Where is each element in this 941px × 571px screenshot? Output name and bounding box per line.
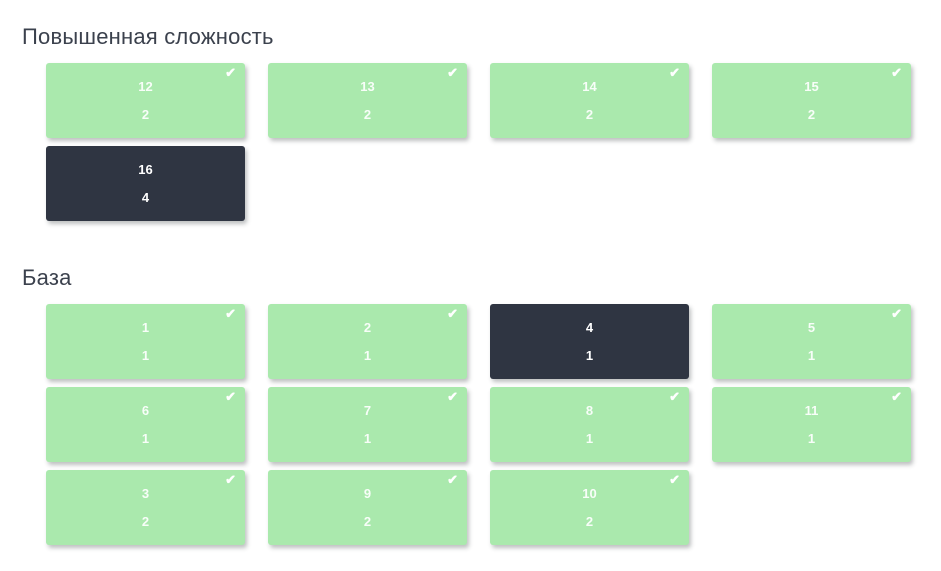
task-card[interactable]: ✔ 11 1 bbox=[712, 387, 911, 462]
task-count: 1 bbox=[363, 430, 372, 446]
card-grid: ✔ 1 1 ✔ 2 1 4 1 ✔ 5 1 ✔ 6 1 bbox=[46, 304, 941, 545]
check-icon: ✔ bbox=[891, 65, 902, 80]
check-icon: ✔ bbox=[447, 472, 458, 487]
task-number: 7 bbox=[363, 403, 372, 419]
task-count: 1 bbox=[141, 430, 150, 446]
task-card[interactable]: ✔ 15 2 bbox=[712, 63, 911, 138]
task-card[interactable]: ✔ 5 1 bbox=[712, 304, 911, 379]
task-card[interactable]: ✔ 7 1 bbox=[268, 387, 467, 462]
task-number: 5 bbox=[807, 320, 816, 336]
task-count: 2 bbox=[141, 106, 150, 122]
task-number: 15 bbox=[804, 79, 819, 95]
task-count: 2 bbox=[141, 513, 150, 529]
task-card[interactable]: 4 1 bbox=[490, 304, 689, 379]
task-number: 13 bbox=[360, 79, 375, 95]
check-icon: ✔ bbox=[447, 306, 458, 321]
task-number: 3 bbox=[141, 486, 150, 502]
task-number: 10 bbox=[582, 486, 597, 502]
page: Повышенная сложность ✔ 12 2 ✔ 13 2 ✔ 14 … bbox=[22, 24, 941, 545]
task-card[interactable]: ✔ 3 2 bbox=[46, 470, 245, 545]
section-title: База bbox=[22, 265, 72, 290]
task-number: 2 bbox=[363, 320, 372, 336]
check-icon: ✔ bbox=[225, 65, 236, 80]
task-count: 1 bbox=[585, 430, 594, 446]
task-count: 2 bbox=[585, 106, 594, 122]
task-number: 1 bbox=[141, 320, 150, 336]
task-card[interactable]: ✔ 9 2 bbox=[268, 470, 467, 545]
task-card[interactable]: ✔ 14 2 bbox=[490, 63, 689, 138]
task-card[interactable]: ✔ 8 1 bbox=[490, 387, 689, 462]
check-icon: ✔ bbox=[891, 389, 902, 404]
check-icon: ✔ bbox=[447, 65, 458, 80]
task-count: 1 bbox=[807, 430, 816, 446]
task-number: 16 bbox=[138, 162, 153, 178]
task-number: 14 bbox=[582, 79, 597, 95]
task-number: 4 bbox=[585, 320, 594, 336]
task-card[interactable]: ✔ 6 1 bbox=[46, 387, 245, 462]
section-advanced: Повышенная сложность ✔ 12 2 ✔ 13 2 ✔ 14 … bbox=[22, 24, 941, 221]
task-number: 8 bbox=[585, 403, 594, 419]
task-count: 1 bbox=[141, 347, 150, 363]
task-number: 6 bbox=[141, 403, 150, 419]
check-icon: ✔ bbox=[891, 306, 902, 321]
task-card[interactable]: ✔ 12 2 bbox=[46, 63, 245, 138]
task-count: 2 bbox=[807, 106, 816, 122]
task-count: 1 bbox=[807, 347, 816, 363]
task-number: 11 bbox=[804, 403, 819, 419]
task-card[interactable]: ✔ 1 1 bbox=[46, 304, 245, 379]
task-count: 2 bbox=[585, 513, 594, 529]
task-count: 1 bbox=[585, 347, 594, 363]
check-icon: ✔ bbox=[669, 65, 680, 80]
task-number: 9 bbox=[363, 486, 372, 502]
section-title: Повышенная сложность bbox=[22, 24, 274, 49]
task-card[interactable]: ✔ 13 2 bbox=[268, 63, 467, 138]
task-count: 2 bbox=[363, 513, 372, 529]
task-card[interactable]: ✔ 2 1 bbox=[268, 304, 467, 379]
task-number: 12 bbox=[138, 79, 153, 95]
task-card[interactable]: ✔ 10 2 bbox=[490, 470, 689, 545]
check-icon: ✔ bbox=[225, 472, 236, 487]
task-count: 4 bbox=[141, 189, 150, 205]
check-icon: ✔ bbox=[669, 472, 680, 487]
check-icon: ✔ bbox=[447, 389, 458, 404]
task-count: 2 bbox=[363, 106, 372, 122]
check-icon: ✔ bbox=[225, 306, 236, 321]
section-base: База ✔ 1 1 ✔ 2 1 4 1 ✔ 5 1 ✔ bbox=[22, 265, 941, 545]
check-icon: ✔ bbox=[669, 389, 680, 404]
task-card[interactable]: 16 4 bbox=[46, 146, 245, 221]
task-count: 1 bbox=[363, 347, 372, 363]
check-icon: ✔ bbox=[225, 389, 236, 404]
card-grid: ✔ 12 2 ✔ 13 2 ✔ 14 2 ✔ 15 2 16 4 bbox=[46, 63, 941, 221]
